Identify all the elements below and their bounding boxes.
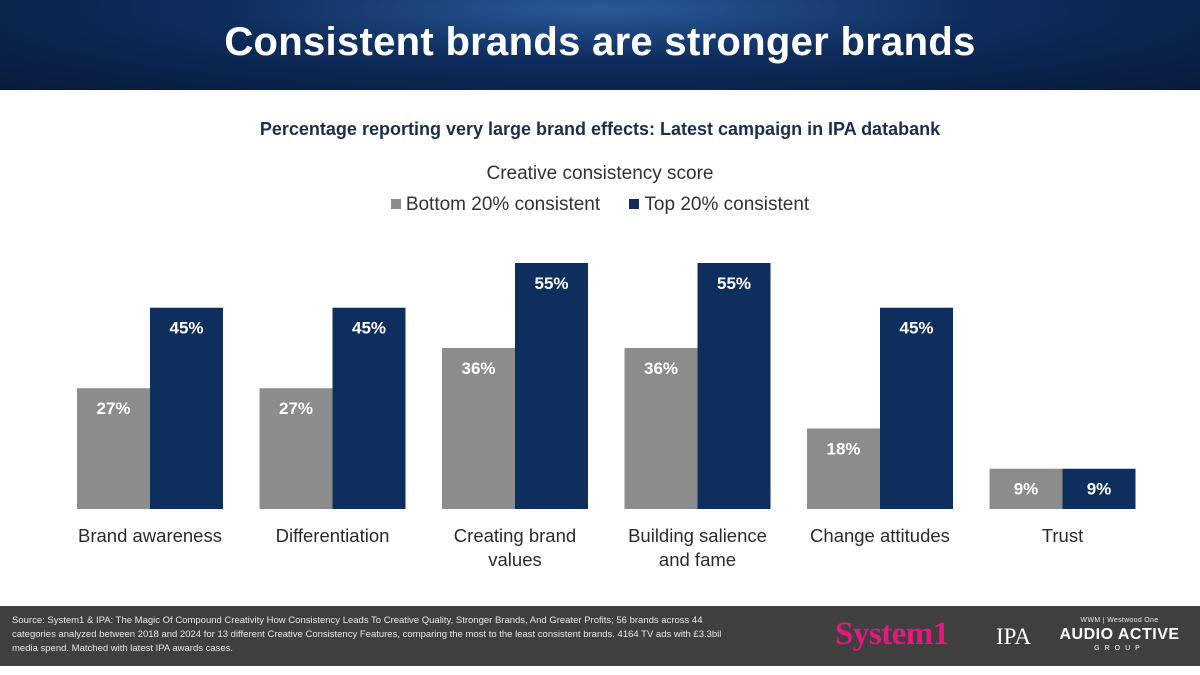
data-label-top-4: 45% xyxy=(899,319,933,338)
category-label-3-line-0: Building salience xyxy=(628,525,767,546)
data-label-top-0: 45% xyxy=(169,319,203,338)
bar-top-4 xyxy=(880,307,953,509)
bar-top-1 xyxy=(332,307,406,509)
data-label-top-2: 55% xyxy=(534,274,568,293)
bar-top-2 xyxy=(515,263,588,509)
legend-swatch-top xyxy=(629,199,640,209)
data-label-bottom-3: 36% xyxy=(644,359,678,378)
bar-bottom-5 xyxy=(989,468,1063,509)
data-label-top-5: 9% xyxy=(1087,480,1112,499)
bar-top-5 xyxy=(1062,468,1136,509)
page-title: Consistent brands are stronger brands xyxy=(224,20,976,64)
ipa-logo: IPA xyxy=(996,624,1031,649)
system1-logo: System1 xyxy=(835,616,949,652)
chart-subtitle: Percentage reporting very large brand ef… xyxy=(259,119,941,139)
footer: Source: System1 & IPA: The Magic Of Comp… xyxy=(0,606,1200,666)
data-label-top-1: 45% xyxy=(352,319,386,338)
bar-top-3 xyxy=(697,263,771,509)
data-label-bottom-2: 36% xyxy=(461,359,495,378)
category-label-0: Brand awareness xyxy=(78,525,222,546)
bar-bottom-0 xyxy=(77,388,150,509)
bar-chart: 27% 45% Brand awareness 27% 45% Differentiati… xyxy=(77,263,1136,570)
legend-label-bottom: Bottom 20% consistent xyxy=(405,194,601,215)
group-wordmark: GROUP xyxy=(1094,645,1145,652)
category-label-2-line-0: Creating brand xyxy=(454,525,576,546)
audio-active-group-logo: WWM | Westwood One AUDIO ACTIVE GROUP xyxy=(1052,617,1187,652)
bar-bottom-4 xyxy=(807,428,880,509)
legend-label-top: Top 20% consistent xyxy=(644,194,810,215)
legend-swatch-bottom xyxy=(390,199,401,209)
audio-active-wordmark: AUDIO ACTIVE xyxy=(1059,626,1180,643)
data-label-bottom-5: 9% xyxy=(1014,480,1039,499)
category-label-4: Change attitudes xyxy=(810,525,950,546)
header-banner xyxy=(0,0,1200,90)
legend-item-top: Top 20% consistent xyxy=(629,194,809,216)
data-label-bottom-0: 27% xyxy=(96,399,130,418)
category-label-3-line-1: and fame xyxy=(659,549,736,570)
category-label-5: Trust xyxy=(1042,525,1083,546)
category-label-2-line-1: values xyxy=(488,549,541,570)
data-label-bottom-1: 27% xyxy=(279,399,313,418)
data-label-top-3: 55% xyxy=(717,274,751,293)
bar-bottom-1 xyxy=(259,388,333,509)
bar-bottom-2 xyxy=(442,347,515,509)
category-label-1: Differentiation xyxy=(276,525,390,546)
legend-item-bottom: Bottom 20% consistent xyxy=(390,194,601,216)
westwood-one-mark: WWM | Westwood One xyxy=(1080,617,1159,624)
data-label-bottom-4: 18% xyxy=(826,439,860,458)
bar-top-0 xyxy=(150,307,223,509)
legend-title: Creative consistency score xyxy=(486,163,714,184)
bar-bottom-3 xyxy=(624,347,698,509)
source-note: Source: System1 & IPA: The Magic Of Comp… xyxy=(12,615,722,654)
legend: Bottom 20% consistent Top 20% consistent xyxy=(0,194,1200,216)
